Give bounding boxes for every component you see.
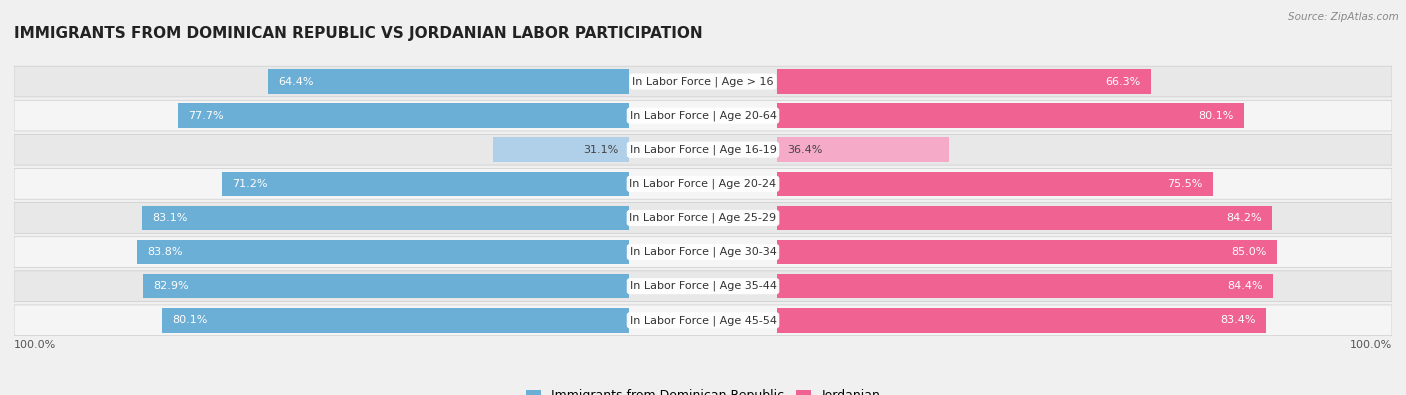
Text: 82.9%: 82.9% <box>153 281 188 291</box>
FancyBboxPatch shape <box>14 100 1392 131</box>
Text: 80.1%: 80.1% <box>1198 111 1234 120</box>
Bar <box>222 171 628 196</box>
Text: In Labor Force | Age 20-24: In Labor Force | Age 20-24 <box>630 179 776 189</box>
Text: 100.0%: 100.0% <box>14 340 56 350</box>
Text: 36.4%: 36.4% <box>787 145 823 155</box>
Text: 83.8%: 83.8% <box>148 247 183 257</box>
Text: 83.4%: 83.4% <box>1220 315 1256 325</box>
Bar <box>778 103 1244 128</box>
Bar <box>778 274 1272 299</box>
Text: In Labor Force | Age 35-44: In Labor Force | Age 35-44 <box>630 281 776 292</box>
Bar <box>494 137 628 162</box>
Text: In Labor Force | Age 45-54: In Labor Force | Age 45-54 <box>630 315 776 325</box>
Bar <box>778 206 1271 230</box>
Text: 84.2%: 84.2% <box>1226 213 1261 223</box>
Text: 80.1%: 80.1% <box>172 315 208 325</box>
Text: In Labor Force | Age 20-64: In Labor Force | Age 20-64 <box>630 110 776 121</box>
Text: In Labor Force | Age 16-19: In Labor Force | Age 16-19 <box>630 145 776 155</box>
FancyBboxPatch shape <box>14 134 1392 165</box>
Text: IMMIGRANTS FROM DOMINICAN REPUBLIC VS JORDANIAN LABOR PARTICIPATION: IMMIGRANTS FROM DOMINICAN REPUBLIC VS JO… <box>14 26 703 41</box>
FancyBboxPatch shape <box>14 169 1392 199</box>
Text: 71.2%: 71.2% <box>232 179 267 189</box>
Text: 100.0%: 100.0% <box>1350 340 1392 350</box>
Bar <box>143 274 628 299</box>
Bar <box>269 69 628 94</box>
Bar <box>778 308 1267 333</box>
Bar <box>778 171 1213 196</box>
Text: In Labor Force | Age 25-29: In Labor Force | Age 25-29 <box>630 213 776 223</box>
Text: 77.7%: 77.7% <box>188 111 224 120</box>
Text: Source: ZipAtlas.com: Source: ZipAtlas.com <box>1288 12 1399 22</box>
Legend: Immigrants from Dominican Republic, Jordanian: Immigrants from Dominican Republic, Jord… <box>520 384 886 395</box>
Text: 66.3%: 66.3% <box>1105 77 1140 87</box>
Bar <box>162 308 628 333</box>
FancyBboxPatch shape <box>14 66 1392 97</box>
Bar <box>142 206 628 230</box>
Text: 84.4%: 84.4% <box>1227 281 1263 291</box>
FancyBboxPatch shape <box>14 271 1392 301</box>
Bar <box>136 240 628 264</box>
Text: 75.5%: 75.5% <box>1167 179 1202 189</box>
Bar <box>778 240 1277 264</box>
FancyBboxPatch shape <box>14 237 1392 267</box>
Text: In Labor Force | Age > 16: In Labor Force | Age > 16 <box>633 76 773 87</box>
Text: In Labor Force | Age 30-34: In Labor Force | Age 30-34 <box>630 247 776 257</box>
Bar <box>778 69 1152 94</box>
Text: 64.4%: 64.4% <box>278 77 314 87</box>
Text: 31.1%: 31.1% <box>583 145 619 155</box>
Text: 83.1%: 83.1% <box>152 213 187 223</box>
FancyBboxPatch shape <box>14 305 1392 336</box>
Bar <box>778 137 949 162</box>
FancyBboxPatch shape <box>14 203 1392 233</box>
Bar <box>179 103 628 128</box>
Text: 85.0%: 85.0% <box>1232 247 1267 257</box>
